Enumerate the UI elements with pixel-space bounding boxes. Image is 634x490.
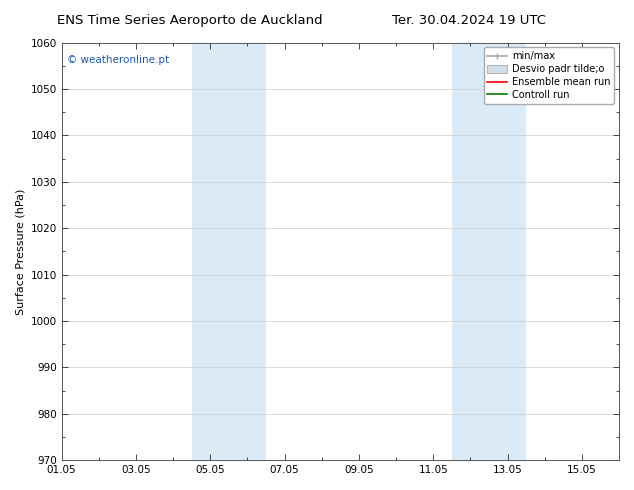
Text: ENS Time Series Aeroporto de Auckland: ENS Time Series Aeroporto de Auckland (58, 14, 323, 27)
Text: © weatheronline.pt: © weatheronline.pt (67, 55, 169, 65)
Text: Ter. 30.04.2024 19 UTC: Ter. 30.04.2024 19 UTC (392, 14, 546, 27)
Y-axis label: Surface Pressure (hPa): Surface Pressure (hPa) (15, 188, 25, 315)
Bar (452, 43, 526, 460)
Legend: min/max, Desvio padr tilde;o, Ensemble mean run, Controll run: min/max, Desvio padr tilde;o, Ensemble m… (484, 48, 614, 104)
Bar (191, 43, 266, 460)
